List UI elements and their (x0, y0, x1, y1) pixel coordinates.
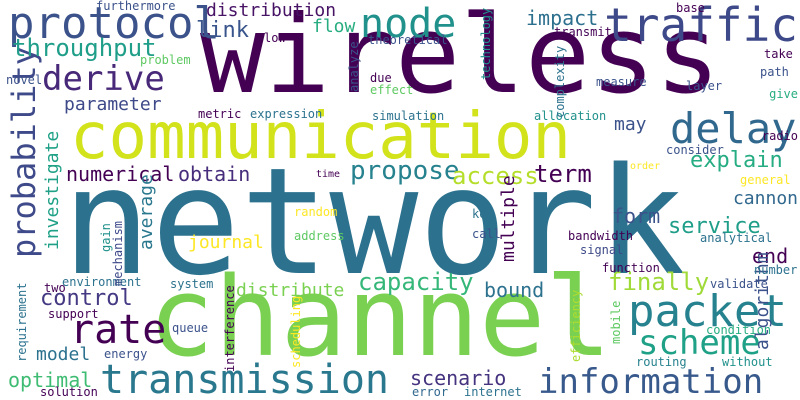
word-parameter: parameter (64, 94, 162, 115)
word-radio: radio (761, 129, 798, 143)
word-two: two (44, 281, 66, 295)
word-measure: measure (596, 75, 647, 89)
word-simulation: simulation (372, 109, 445, 123)
word-due: due (370, 71, 392, 85)
word-number: number (754, 263, 798, 277)
word-model: model (36, 344, 91, 365)
word-rate: rate (70, 307, 167, 353)
word-complexity: complexity (553, 45, 567, 118)
word-packet: packet (628, 286, 787, 337)
word-network: network (62, 136, 686, 308)
word-take: take (764, 47, 793, 61)
word-flow: flow (312, 16, 356, 37)
word-problem: problem (140, 53, 191, 67)
word-without: without (722, 355, 773, 369)
word-path: path (760, 65, 789, 79)
word-scenario: scenario (410, 366, 507, 390)
word-signal: signal (580, 243, 624, 257)
word-average: average (136, 174, 157, 250)
word-distribute: distribute (236, 280, 345, 301)
word-analyze: analyze (347, 41, 361, 92)
word-metric: metric (198, 107, 242, 121)
word-form: form (612, 204, 661, 228)
word-theoretical: theoretical (368, 33, 448, 47)
word-access: access (452, 162, 539, 190)
word-node: node (360, 1, 457, 47)
word-mechanism: mechanism (111, 220, 125, 286)
word-investigate: investigate (42, 130, 63, 250)
word-channel: channel (148, 253, 612, 381)
word-journal: journal (188, 232, 264, 253)
word-mobile: mobile (609, 300, 623, 344)
word-validate: validate (710, 277, 768, 291)
word-information: information (538, 362, 764, 400)
word-allocation: allocation (534, 109, 607, 123)
word-protocol: protocol (8, 0, 220, 49)
word-term: term (534, 160, 592, 188)
word-transmission: transmission (100, 357, 389, 400)
word-interference: interference (223, 285, 237, 372)
word-general: general (740, 173, 791, 187)
word-low: low (264, 31, 286, 45)
word-scheme: scheme (638, 323, 761, 363)
word-end: end (752, 244, 789, 268)
word-propose: propose (350, 156, 460, 186)
word-explain: explain (690, 148, 783, 173)
word-energy: energy (104, 347, 148, 361)
word-solution: solution (40, 385, 98, 399)
word-cannon: cannon (732, 188, 798, 209)
word-transmit: transmit (554, 25, 612, 39)
word-requirement: requirement (15, 282, 29, 362)
word-expression: expression (250, 107, 323, 121)
word-multiple: multiple (498, 175, 519, 262)
word-may: may (614, 114, 647, 135)
word-routing: routing (636, 355, 687, 369)
word-bound: bound (484, 278, 545, 302)
word-service: service (668, 214, 761, 239)
word-random: random (294, 205, 338, 219)
word-capacity: capacity (358, 268, 474, 296)
word-error: error (412, 385, 449, 399)
word-novel: novel (6, 73, 43, 87)
word-function: function (602, 261, 660, 275)
word-impact: impact (526, 6, 599, 30)
word-communication: communication (70, 100, 571, 174)
word-time: time (316, 169, 341, 180)
word-internet: internet (464, 385, 522, 399)
word-distribution: distribution (206, 0, 337, 21)
word-system: system (170, 277, 214, 291)
word-consider: consider (666, 143, 724, 157)
word-derive: derive (42, 59, 165, 99)
word-wireless: wireless (200, 0, 721, 118)
word-order: order (630, 161, 661, 172)
word-analytical: analytical (700, 231, 773, 245)
word-layer: layer (686, 79, 723, 93)
word-scheduling: scheduling (289, 295, 303, 368)
word-condition: condition (706, 323, 772, 337)
word-technology: technology (479, 7, 493, 80)
word-traffic: traffic (604, 0, 798, 52)
word-give: give (769, 87, 798, 101)
word-numerical: numerical (66, 162, 175, 186)
word-environment: environment (62, 275, 142, 289)
word-control: control (40, 286, 133, 311)
word-link: link (196, 18, 249, 43)
word-optimal: optimal (8, 368, 93, 392)
word-bandwidth: bandwidth (568, 229, 634, 243)
word-finally: finally (608, 268, 710, 296)
word-obtain: obtain (178, 162, 251, 186)
word-base: base (676, 1, 705, 15)
word-gain: gain (99, 223, 113, 252)
word-support: support (48, 307, 99, 321)
word-queue: queue (172, 321, 209, 335)
word-efficiency: efficiency (569, 289, 583, 362)
word-furthermore: furthermore (96, 0, 176, 13)
word-delay: delay (670, 104, 797, 153)
word-throughput: throughput (12, 34, 157, 62)
word-effect: effect (370, 83, 414, 97)
word-call: call (472, 227, 501, 241)
word-address: address (294, 229, 345, 243)
word-key: key (472, 207, 494, 221)
